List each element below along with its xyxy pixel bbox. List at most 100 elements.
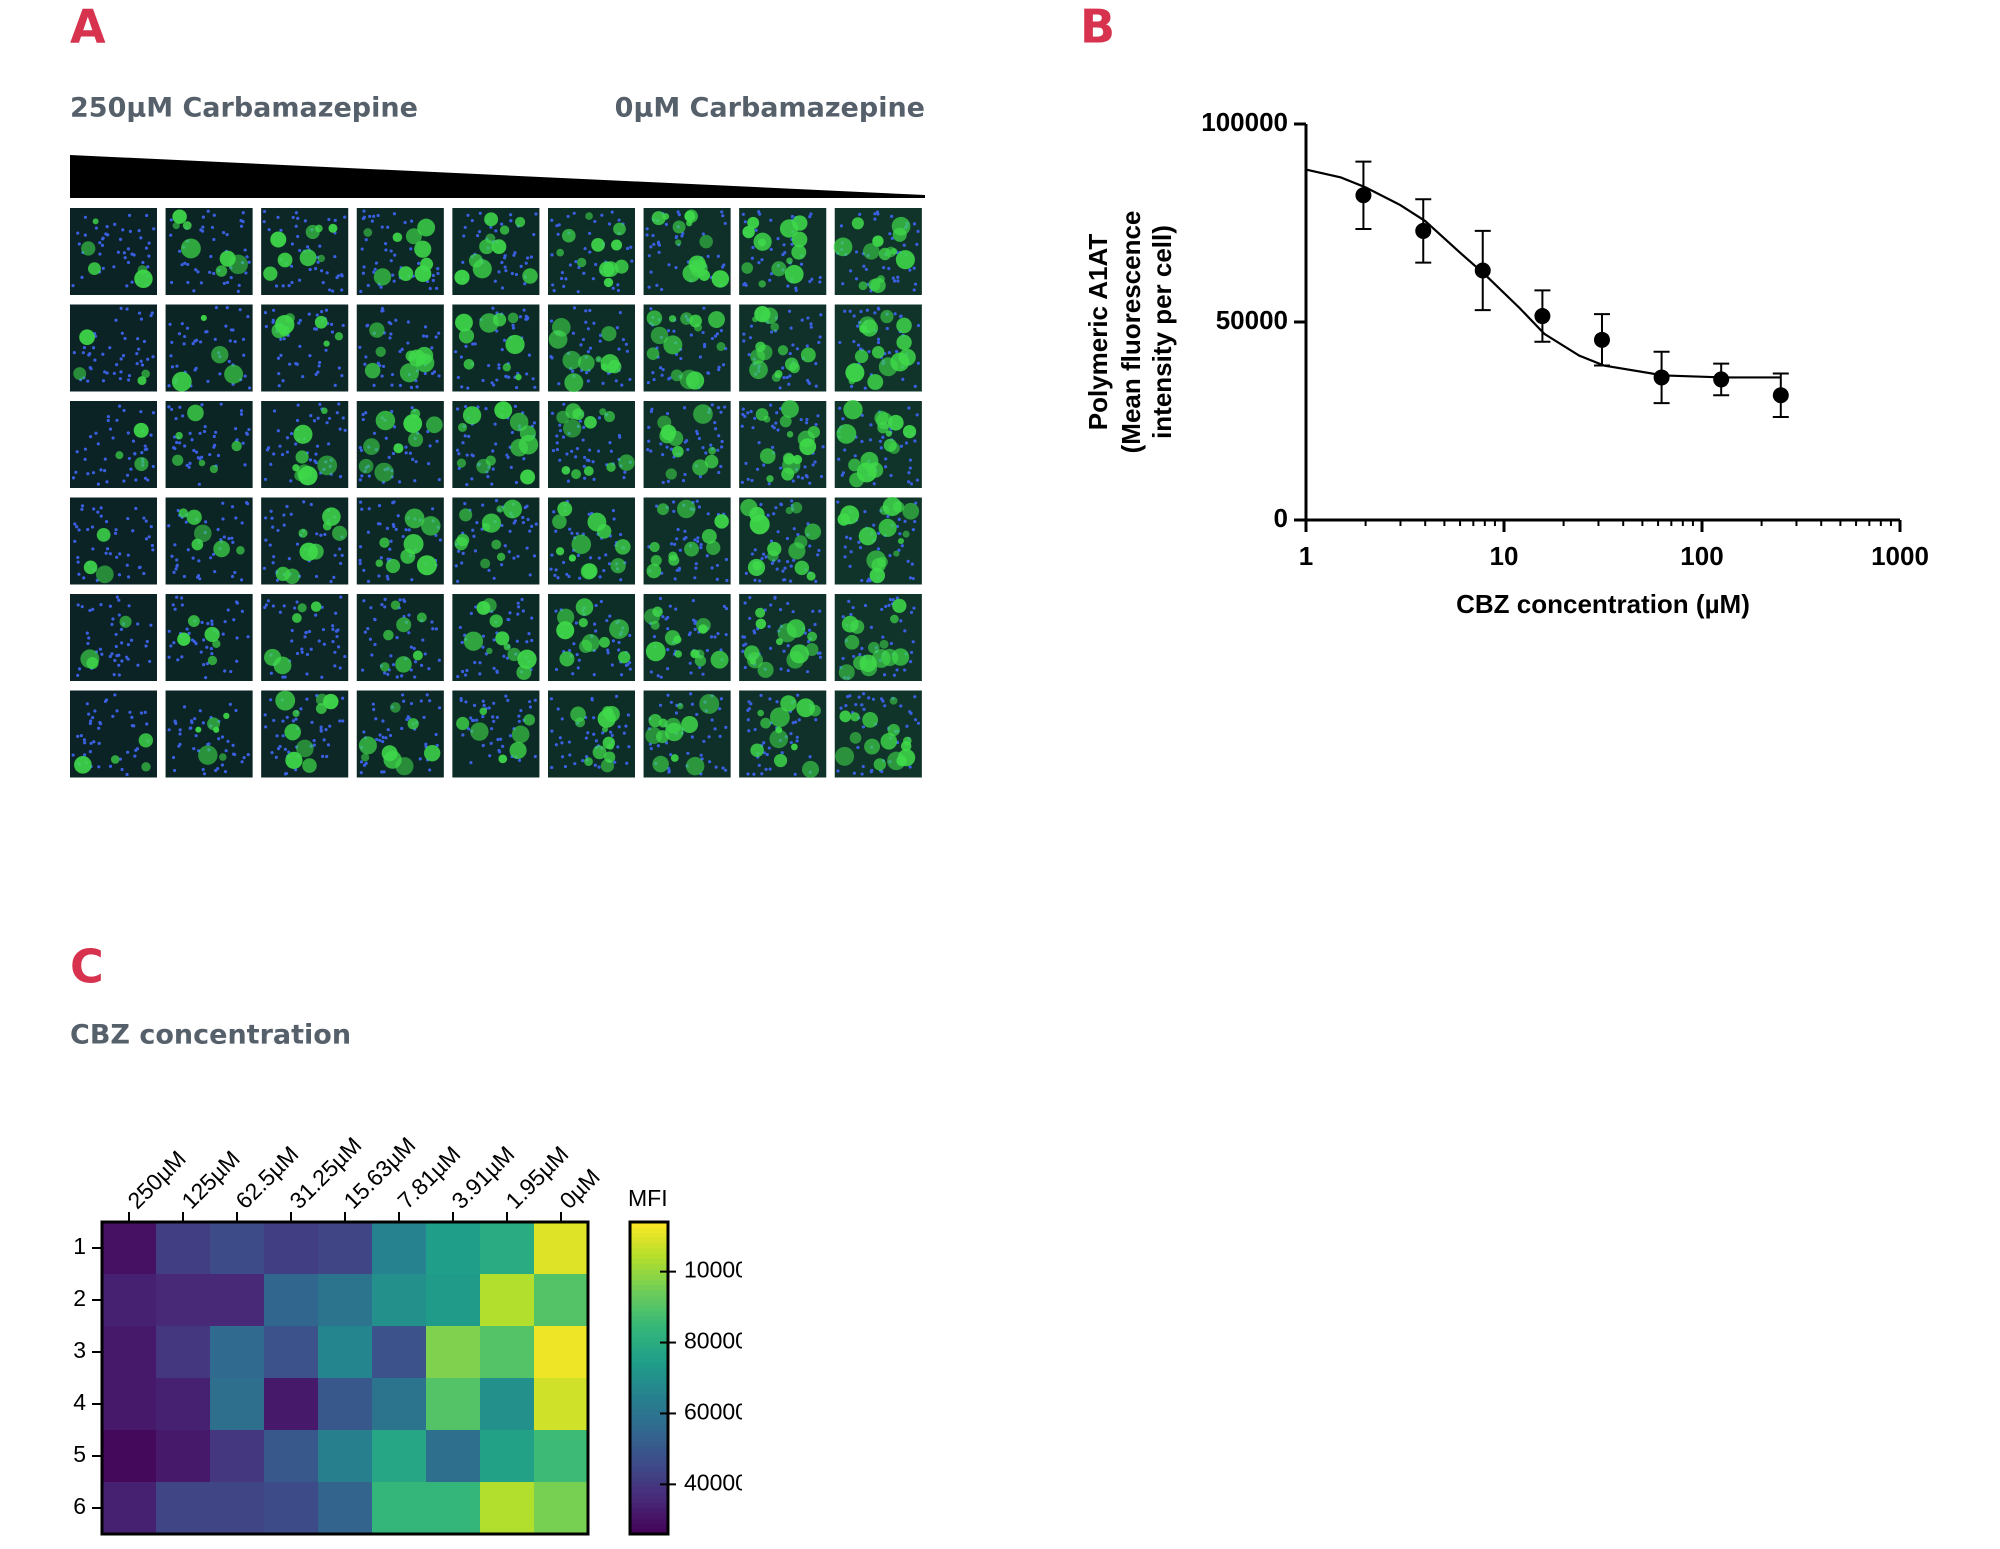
green-cell <box>412 650 423 661</box>
colorbar-step <box>630 1222 668 1228</box>
nucleus <box>73 539 77 543</box>
nucleus <box>91 346 96 350</box>
microscopy-tile <box>643 401 731 488</box>
green-cell <box>652 606 663 618</box>
nucleus <box>436 271 440 276</box>
nucleus <box>115 555 119 559</box>
nucleus <box>513 519 517 523</box>
nucleus <box>144 537 149 541</box>
green-cell <box>482 522 491 532</box>
nucleus <box>466 386 470 390</box>
green-cell <box>358 736 377 755</box>
nucleus <box>843 555 847 559</box>
nucleus <box>435 286 439 290</box>
nucleus <box>658 366 663 370</box>
heatmap-cell <box>210 1274 265 1327</box>
colorbar-step <box>630 1242 668 1249</box>
nucleus <box>667 770 671 774</box>
nucleus <box>848 564 852 568</box>
green-cell <box>507 312 519 324</box>
nucleus <box>474 605 478 609</box>
nucleus <box>409 645 414 649</box>
nucleus <box>435 439 439 443</box>
nucleus <box>268 543 272 547</box>
nucleus <box>115 418 119 422</box>
nucleus <box>574 259 578 264</box>
nucleus <box>324 727 328 732</box>
nucleus <box>725 578 729 583</box>
nucleus <box>900 544 904 548</box>
nucleus <box>97 726 101 730</box>
green-cell <box>693 323 703 332</box>
green-cell <box>877 275 885 283</box>
nucleus <box>841 417 845 421</box>
colorbar-step <box>630 1487 668 1493</box>
nucleus <box>808 481 812 485</box>
heatmap-cell <box>534 1274 589 1327</box>
nucleus <box>108 764 113 768</box>
nucleus <box>649 449 653 453</box>
nucleus <box>76 555 80 560</box>
nucleus <box>701 232 705 236</box>
colorbar-step <box>630 1492 668 1499</box>
heatmap-cell <box>480 1378 535 1431</box>
nucleus <box>467 434 471 439</box>
heatmap-cell <box>264 1378 319 1431</box>
nucleus <box>881 699 885 703</box>
nucleus <box>112 265 116 269</box>
nucleus <box>83 233 87 237</box>
nucleus <box>669 752 673 757</box>
heatmap-cell <box>210 1222 265 1275</box>
green-cell <box>806 571 816 581</box>
nucleus <box>613 760 617 764</box>
nucleus <box>562 284 566 288</box>
nucleus <box>909 650 914 655</box>
nucleus <box>376 522 381 526</box>
nucleus <box>437 331 441 335</box>
nucleus <box>234 427 238 431</box>
green-cell <box>577 354 595 372</box>
nucleus <box>458 625 462 630</box>
nucleus <box>489 741 493 745</box>
nucleus <box>658 703 663 707</box>
nucleus <box>526 517 530 522</box>
nucleus <box>673 577 677 581</box>
nucleus <box>455 407 460 411</box>
nucleus <box>576 553 581 558</box>
heatmap-cell <box>372 1430 427 1483</box>
nucleus <box>430 346 434 350</box>
nucleus <box>609 449 613 453</box>
nucleus <box>463 405 468 409</box>
nucleus <box>781 569 785 573</box>
nucleus <box>506 375 510 379</box>
nucleus <box>83 457 87 461</box>
nucleus <box>591 277 595 281</box>
green-cell <box>801 760 820 778</box>
green-cell <box>681 716 699 733</box>
nucleus <box>873 311 877 315</box>
green-cell <box>424 745 441 762</box>
green-cell <box>515 373 522 381</box>
nucleus <box>706 371 710 375</box>
nucleus <box>566 479 571 483</box>
nucleus <box>836 769 840 773</box>
nucleus <box>183 334 187 339</box>
nucleus <box>172 446 176 450</box>
green-cell <box>794 535 808 549</box>
green-cell <box>771 261 787 277</box>
nucleus <box>386 672 390 677</box>
nucleus <box>119 627 124 631</box>
nucleus <box>871 697 876 701</box>
nucleus <box>234 708 238 713</box>
nucleus <box>362 730 366 734</box>
nucleus <box>263 713 267 717</box>
green-cell <box>172 222 180 230</box>
nucleus <box>285 504 289 509</box>
green-cell <box>699 694 720 714</box>
row-label: 2 <box>73 1285 86 1311</box>
green-cell <box>392 232 403 242</box>
nucleus <box>715 332 720 336</box>
nucleus <box>625 349 629 353</box>
green-cell <box>788 362 800 374</box>
